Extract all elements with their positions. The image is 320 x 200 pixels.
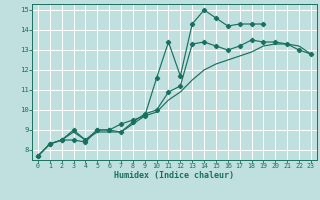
X-axis label: Humidex (Indice chaleur): Humidex (Indice chaleur) xyxy=(115,171,234,180)
